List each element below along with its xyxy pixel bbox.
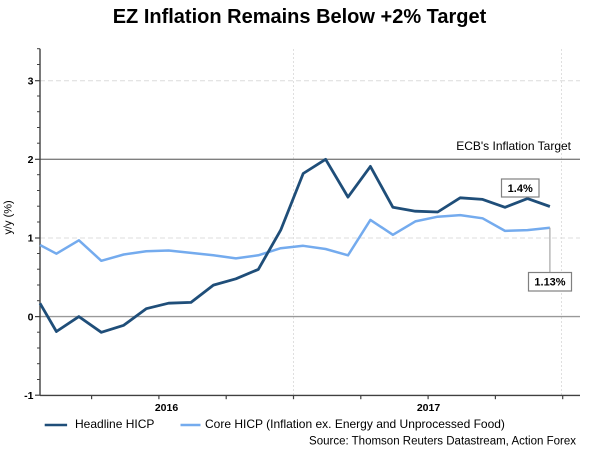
svg-text:EZ Inflation Remains Below +2%: EZ Inflation Remains Below +2% Target xyxy=(113,6,487,28)
svg-text:ECB's Inflation Target: ECB's Inflation Target xyxy=(456,139,571,153)
svg-text:2: 2 xyxy=(28,154,34,166)
svg-text:1.4%: 1.4% xyxy=(508,183,533,195)
svg-text:0: 0 xyxy=(28,311,34,323)
svg-text:1: 1 xyxy=(28,233,34,245)
svg-text:y/y (%): y/y (%) xyxy=(3,200,15,234)
svg-text:2017: 2017 xyxy=(417,402,441,414)
svg-text:2016: 2016 xyxy=(155,402,179,414)
svg-text:3: 3 xyxy=(28,75,34,87)
svg-text:-1: -1 xyxy=(24,390,33,402)
svg-text:1.13%: 1.13% xyxy=(534,277,565,289)
svg-text:Headline HICP: Headline HICP xyxy=(75,417,154,431)
svg-text:Source: Thomson Reuters Datast: Source: Thomson Reuters Datastream, Acti… xyxy=(309,436,576,448)
svg-text:Core HICP (Inflation ex. Energ: Core HICP (Inflation ex. Energy and Unpr… xyxy=(205,417,505,431)
